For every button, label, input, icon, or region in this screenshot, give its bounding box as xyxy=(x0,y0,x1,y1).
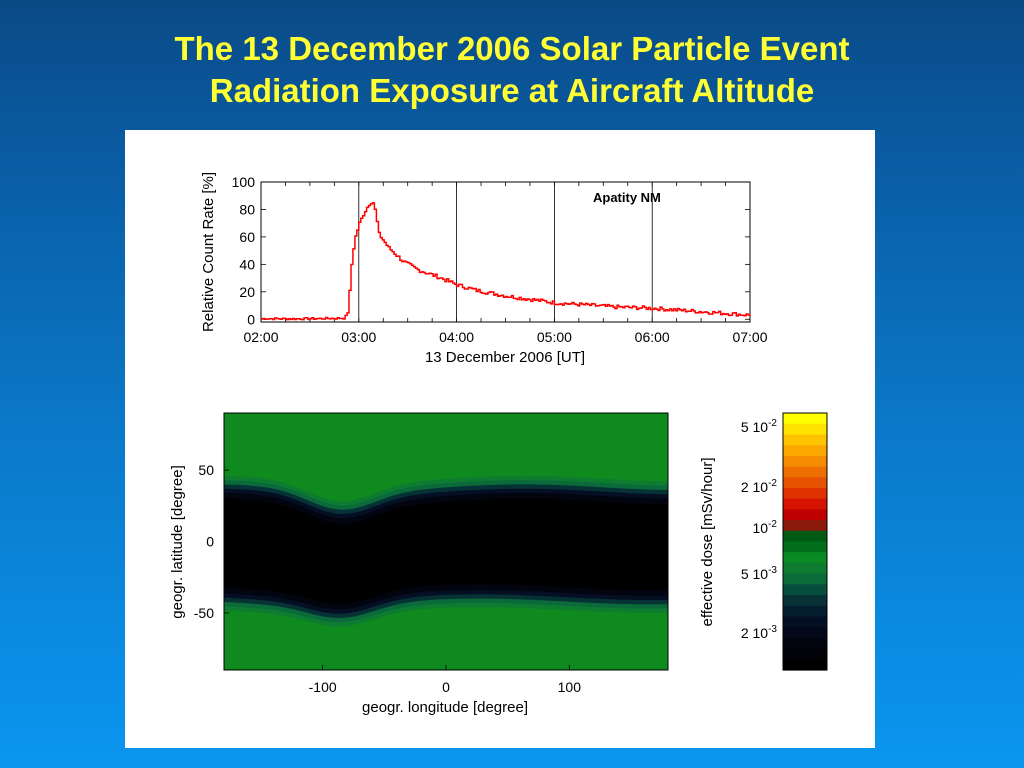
colorbar-cell xyxy=(783,423,827,436)
colorbar-cells xyxy=(783,413,827,671)
colorbar-tick-label: 2 10-3 xyxy=(741,624,778,641)
colorbar-tick-exponent: -2 xyxy=(768,478,777,489)
colorbar-tick-label: 5 10-3 xyxy=(741,565,778,582)
count-rate-y-axis-label: Relative Count Rate [%] xyxy=(200,172,217,332)
colorbar-cell xyxy=(783,520,827,532)
colorbar-tick-label: 2 10-2 xyxy=(741,478,778,495)
dose-colorbar: 5 10-22 10-210-25 10-32 10-3 effective d… xyxy=(699,412,828,671)
colorbar-tick-base: 5 10 xyxy=(741,419,768,435)
dose-map-ticks: -100 0 100 50 0 -50 xyxy=(194,462,581,695)
colorbar-tick-exponent: -2 xyxy=(768,418,777,429)
colorbar-cell xyxy=(783,498,827,510)
dose-map-x-tick-label: 0 xyxy=(442,679,450,695)
colorbar-cell xyxy=(783,541,827,553)
colorbar-cell xyxy=(783,595,827,607)
count-rate-y-tick-label: 80 xyxy=(239,201,255,217)
figure-panel: 02:00 03:00 04:00 05:00 06:00 07:00 100 80 60 40 2… xyxy=(125,130,875,748)
colorbar-tick-base: 2 10 xyxy=(741,625,768,641)
dose-map-y-tick-label: 50 xyxy=(198,462,214,478)
colorbar-cell xyxy=(783,466,827,478)
count-rate-y-tick-label: 100 xyxy=(232,174,256,190)
dose-map-contours xyxy=(224,475,668,627)
colorbar-tick-exponent: -2 xyxy=(768,519,777,530)
colorbar-cell xyxy=(783,530,827,543)
dose-map-y-tick-label: -50 xyxy=(194,605,214,621)
colorbar-cell xyxy=(783,562,827,575)
count-rate-chart: 02:00 03:00 04:00 05:00 06:00 07:00 100 80 60 40 2… xyxy=(200,172,768,366)
colorbar-cell xyxy=(783,627,827,639)
count-rate-gridlines xyxy=(358,182,653,322)
slide-title: The 13 December 2006 Solar Particle Even… xyxy=(0,28,1024,112)
figure-svg: 02:00 03:00 04:00 05:00 06:00 07:001008060402… xyxy=(169,172,828,716)
colorbar-label: effective dose [mSv/hour] xyxy=(699,458,716,627)
colorbar-tick-exponent: -3 xyxy=(768,565,777,576)
colorbar-cell xyxy=(783,552,827,564)
count-rate-plot-frame xyxy=(260,181,751,323)
colorbar-cell xyxy=(783,445,827,457)
count-rate-series-line xyxy=(261,202,751,321)
count-rate-y-tick-label: 20 xyxy=(239,284,255,300)
colorbar-cell xyxy=(783,455,827,468)
count-rate-x-tick-label: 02:00 xyxy=(243,329,278,345)
colorbar-cell xyxy=(783,487,827,500)
colorbar-cell xyxy=(783,584,827,596)
count-rate-y-tick-label: 40 xyxy=(239,256,255,272)
slide-title-line-1: The 13 December 2006 Solar Particle Even… xyxy=(174,30,850,67)
count-rate-y-tick-label: 0 xyxy=(247,311,255,327)
count-rate-ticks: 02:00 03:00 04:00 05:00 06:00 07:00 100 80 60 40 2… xyxy=(232,174,768,345)
colorbar-cell xyxy=(783,509,827,521)
dose-map-y-tick-label: 0 xyxy=(206,534,214,550)
dose-map-x-axis-label: geogr. longitude [degree] xyxy=(362,699,528,716)
colorbar-ticks: 5 10-22 10-210-25 10-32 10-3 xyxy=(741,418,778,641)
colorbar-cell xyxy=(783,413,827,425)
colorbar-tick-exponent: -3 xyxy=(768,624,777,635)
colorbar-tick-label: 10-2 xyxy=(753,519,778,536)
count-rate-x-axis-label: 13 December 2006 [UT] xyxy=(425,349,585,366)
count-rate-x-tick-label: 05:00 xyxy=(537,329,572,345)
count-rate-y-tick-label: 60 xyxy=(239,229,255,245)
dose-map-x-tick-label: -100 xyxy=(309,679,337,695)
colorbar-cell xyxy=(783,616,827,628)
colorbar-tick-base: 10 xyxy=(753,520,769,536)
dose-map-y-axis-label: geogr. latitude [degree] xyxy=(169,465,186,618)
colorbar-tick-base: 2 10 xyxy=(741,479,768,495)
dose-map-x-tick-label: 100 xyxy=(558,679,582,695)
chart-annotation-apatity: Apatity NM xyxy=(593,190,661,205)
count-rate-x-tick-label: 03:00 xyxy=(341,329,376,345)
colorbar-cell xyxy=(783,573,827,585)
colorbar-cell xyxy=(783,434,827,446)
colorbar-tick-label: 5 10-2 xyxy=(741,418,778,435)
colorbar-frame xyxy=(782,412,828,671)
colorbar-cell xyxy=(783,648,827,660)
colorbar-cell xyxy=(783,659,827,671)
count-rate-x-tick-label: 04:00 xyxy=(439,329,474,345)
colorbar-cell xyxy=(783,477,827,489)
slide-title-line-2: Radiation Exposure at Aircraft Altitude xyxy=(209,72,815,109)
count-rate-x-tick-label: 06:00 xyxy=(635,329,670,345)
colorbar-cell xyxy=(783,605,827,618)
colorbar-tick-base: 5 10 xyxy=(741,566,768,582)
dose-map-contour-band xyxy=(224,498,668,604)
count-rate-x-tick-label: 07:00 xyxy=(732,329,767,345)
colorbar-cell xyxy=(783,637,827,650)
